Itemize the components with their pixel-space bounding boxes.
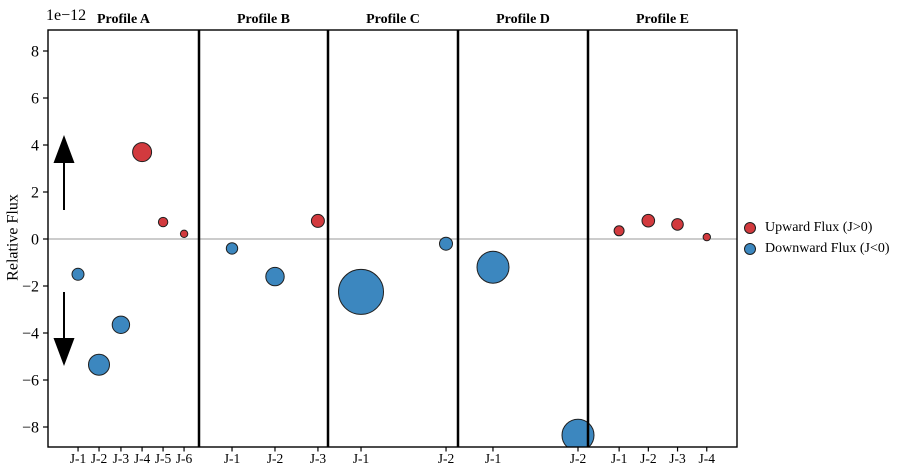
panel-title: Profile D [496, 12, 550, 27]
y-tick-label: 2 [31, 185, 39, 202]
y-axis-label: Relative Flux [4, 194, 22, 281]
y-tick-label: −6 [22, 373, 39, 390]
flux-direction-arrows [53, 135, 75, 366]
data-point-bubble-down [561, 418, 595, 447]
legend-item-upward-flux: Upward Flux (J>0) [744, 220, 890, 236]
panel-title: Profile E [636, 12, 689, 27]
x-tick-label: J-1 [611, 451, 628, 466]
y-axis-offset-label: 1e−12 [46, 7, 87, 24]
x-tick-label: J-4 [699, 451, 716, 466]
data-point-bubble-up [310, 213, 325, 228]
data-point-bubble-down [88, 353, 110, 376]
data-point-bubble-down [265, 266, 285, 287]
y-tick-label: −4 [22, 326, 39, 343]
x-tick-label: J-2 [438, 451, 455, 466]
x-tick-label: J-3 [669, 451, 686, 466]
data-point-bubble-up [702, 232, 711, 242]
y-tick-label: −2 [22, 279, 39, 296]
data-point-bubble-down [439, 236, 453, 251]
panel-title: Profile B [237, 12, 290, 27]
x-tick-label: J-1 [485, 451, 502, 466]
data-point-bubble-down [225, 242, 239, 255]
y-tick-label: 0 [31, 232, 39, 249]
x-tick-label: J-1 [70, 451, 87, 466]
data-point-bubble-up [641, 213, 656, 228]
x-tick-label: J-6 [176, 451, 193, 466]
legend-label-upward: Upward Flux (J>0) [765, 220, 873, 235]
data-point-bubble-up [157, 216, 169, 228]
y-tick-label: 4 [31, 138, 39, 155]
x-tick-label: J-2 [640, 451, 657, 466]
down-arrow-icon [53, 338, 75, 366]
x-tick-label: J-2 [91, 451, 108, 466]
y-tick-label: 8 [31, 44, 39, 61]
data-point-bubble-up [671, 218, 684, 231]
data-point-bubble-down [338, 268, 384, 315]
x-tick-label: J-1 [224, 451, 241, 466]
legend: Upward Flux (J>0) Downward Flux (J<0) [744, 220, 890, 257]
data-point-bubble-down [71, 267, 85, 281]
panel-title: Profile C [366, 12, 420, 27]
x-tick-label: J-2 [570, 451, 587, 466]
x-tick-label: J-3 [113, 451, 130, 466]
panel-title: Profile A [97, 12, 151, 27]
x-tick-label: J-3 [310, 451, 327, 466]
data-point-bubble-up [613, 225, 625, 237]
data-points-layer [71, 142, 711, 447]
x-tick-label: J-5 [155, 451, 172, 466]
x-tick-label: J-2 [267, 451, 284, 466]
data-point-bubble-down [476, 250, 510, 284]
up-arrow-icon [53, 135, 75, 163]
data-point-bubble-up [179, 229, 189, 239]
upward-flux-marker-icon [744, 222, 756, 234]
x-tick-label: J-1 [353, 451, 370, 466]
legend-item-downward-flux: Downward Flux (J<0) [744, 241, 890, 257]
y-tick-label: 6 [31, 91, 39, 108]
legend-label-downward: Downward Flux (J<0) [765, 241, 890, 256]
y-tick-label: −8 [22, 420, 39, 437]
data-point-bubble-down [111, 315, 131, 334]
downward-flux-marker-icon [744, 243, 756, 255]
data-point-bubble-up [132, 142, 153, 163]
x-tick-label: J-4 [134, 451, 151, 466]
